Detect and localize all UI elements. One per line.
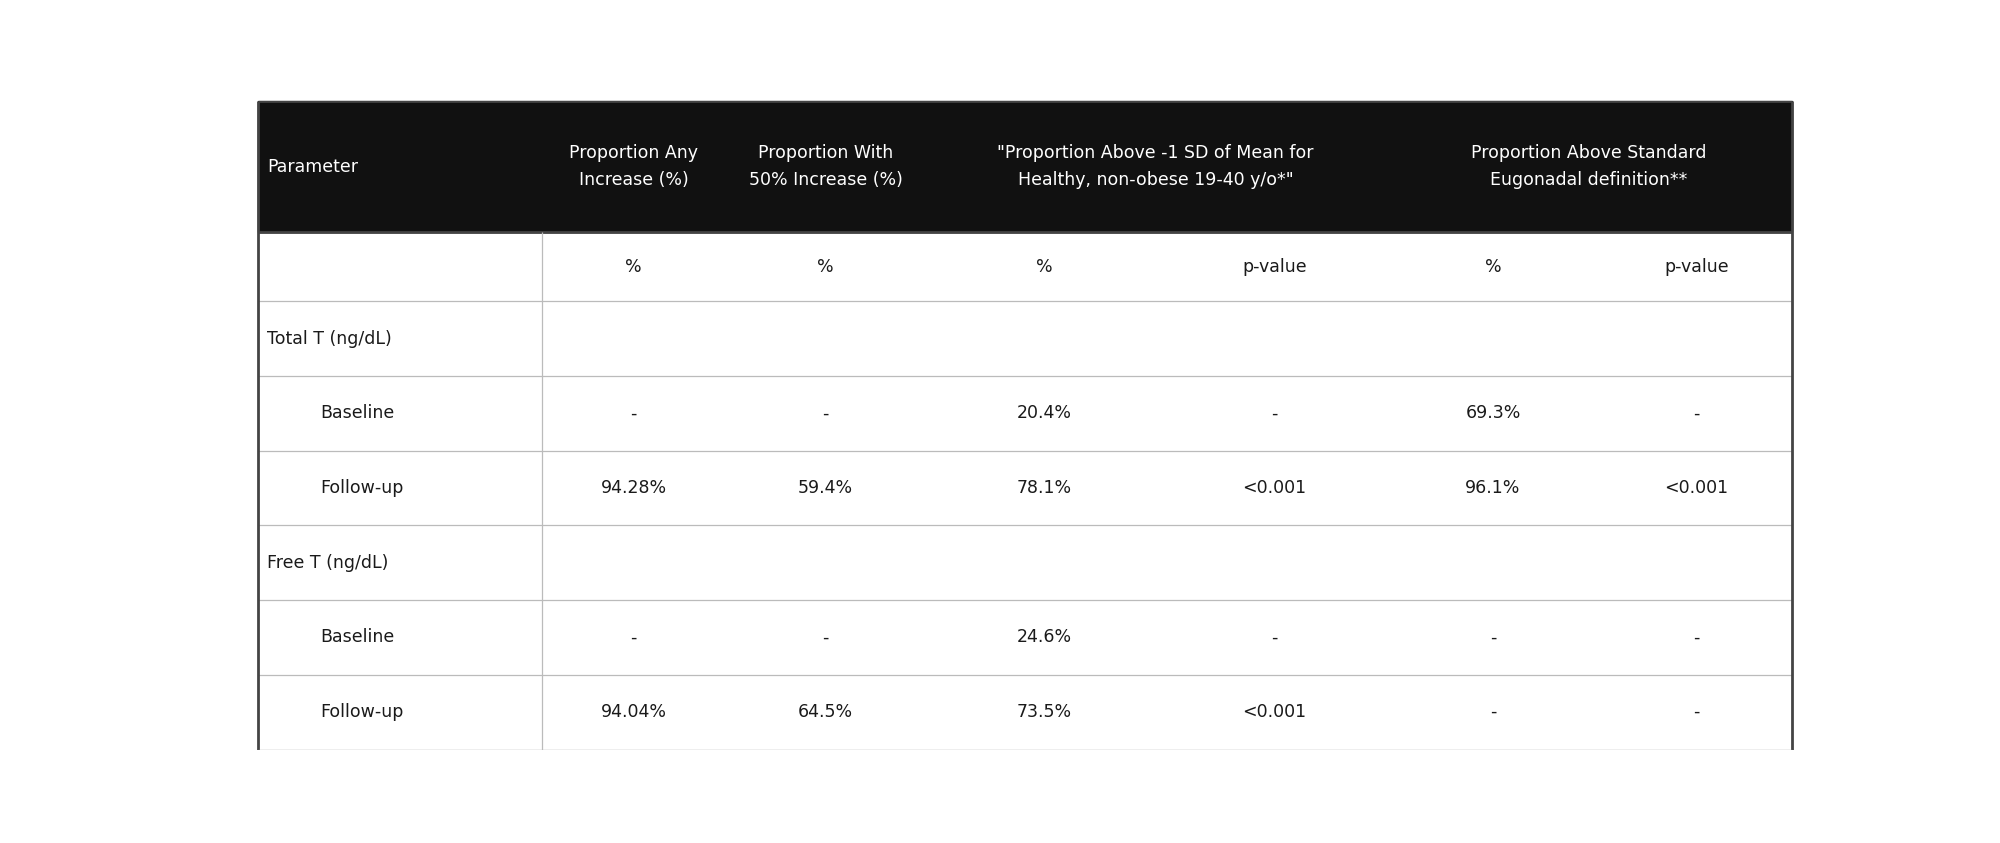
Text: Follow-up: Follow-up bbox=[320, 479, 404, 497]
Text: Baseline: Baseline bbox=[320, 629, 394, 647]
Text: 20.4%: 20.4% bbox=[1016, 405, 1072, 422]
Text: Follow-up: Follow-up bbox=[320, 703, 404, 721]
Text: %: % bbox=[1484, 258, 1502, 276]
Text: p-value: p-value bbox=[1242, 258, 1306, 276]
Text: Free T (ng/dL): Free T (ng/dL) bbox=[268, 554, 388, 572]
Text: <0.001: <0.001 bbox=[1242, 703, 1306, 721]
Text: Proportion Above Standard
Eugonadal definition**: Proportion Above Standard Eugonadal defi… bbox=[1472, 144, 1706, 189]
Text: -: - bbox=[1694, 629, 1700, 647]
Text: Proportion Any
Increase (%): Proportion Any Increase (%) bbox=[570, 144, 698, 189]
Text: Proportion With
50% Increase (%): Proportion With 50% Increase (%) bbox=[748, 144, 902, 189]
Text: -: - bbox=[1694, 703, 1700, 721]
Text: 94.28%: 94.28% bbox=[600, 479, 666, 497]
Text: 64.5%: 64.5% bbox=[798, 703, 854, 721]
Text: -: - bbox=[1272, 405, 1278, 422]
Text: 59.4%: 59.4% bbox=[798, 479, 854, 497]
Text: %: % bbox=[1036, 258, 1052, 276]
Text: %: % bbox=[626, 258, 642, 276]
Text: 94.04%: 94.04% bbox=[600, 703, 666, 721]
Text: p-value: p-value bbox=[1664, 258, 1728, 276]
Text: <0.001: <0.001 bbox=[1664, 479, 1728, 497]
Text: 24.6%: 24.6% bbox=[1016, 629, 1072, 647]
Text: Total T (ng/dL): Total T (ng/dL) bbox=[268, 330, 392, 347]
Text: -: - bbox=[1694, 405, 1700, 422]
Text: -: - bbox=[630, 405, 636, 422]
Text: "Proportion Above -1 SD of Mean for
Healthy, non-obese 19-40 y/o*": "Proportion Above -1 SD of Mean for Heal… bbox=[998, 144, 1314, 189]
Text: -: - bbox=[1490, 703, 1496, 721]
Text: 78.1%: 78.1% bbox=[1016, 479, 1072, 497]
Text: Baseline: Baseline bbox=[320, 405, 394, 422]
Text: <0.001: <0.001 bbox=[1242, 479, 1306, 497]
Text: Parameter: Parameter bbox=[268, 158, 358, 175]
Text: 69.3%: 69.3% bbox=[1466, 405, 1520, 422]
Text: %: % bbox=[818, 258, 834, 276]
Text: -: - bbox=[822, 405, 828, 422]
Text: -: - bbox=[1490, 629, 1496, 647]
Text: -: - bbox=[822, 629, 828, 647]
Text: 73.5%: 73.5% bbox=[1016, 703, 1072, 721]
Text: 96.1%: 96.1% bbox=[1466, 479, 1520, 497]
Text: -: - bbox=[1272, 629, 1278, 647]
Bar bbox=[258, 101, 1792, 232]
Text: -: - bbox=[630, 629, 636, 647]
